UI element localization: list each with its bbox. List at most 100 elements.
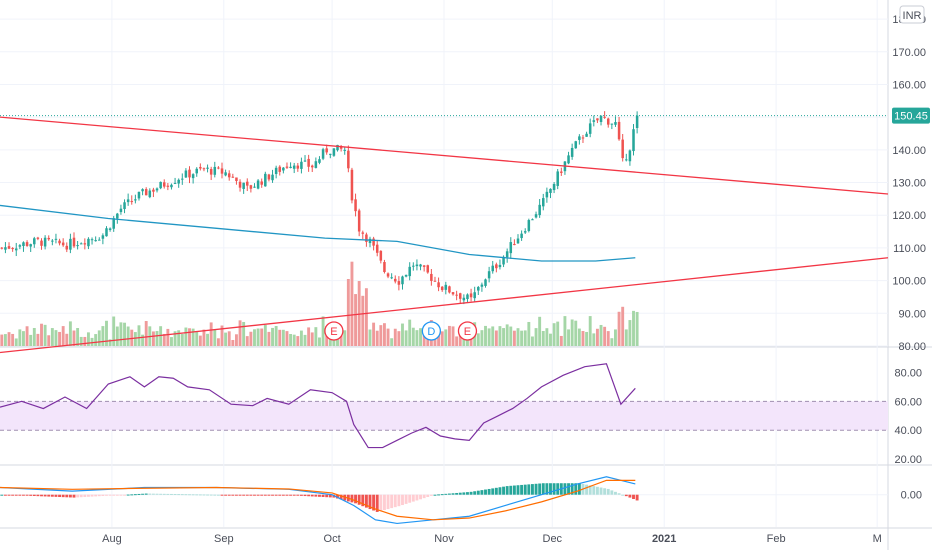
candle-body: [130, 201, 134, 203]
volume-bar: [498, 326, 502, 346]
candle-body: [296, 165, 300, 169]
macd-histogram-bar: [603, 488, 607, 495]
macd-histogram-bar: [458, 492, 462, 495]
macd-histogram-bar: [411, 494, 415, 502]
macd-histogram-bar: [509, 485, 513, 495]
volume-bar: [227, 331, 231, 346]
volume-bar: [545, 328, 549, 346]
volume-bar: [32, 327, 36, 346]
macd-histogram-bar: [173, 494, 177, 496]
candle-body: [321, 149, 325, 159]
candle-body: [144, 189, 148, 196]
macd-histogram-bar: [47, 494, 51, 497]
candle-body: [495, 264, 498, 269]
volume-bar: [480, 330, 484, 346]
time-tick-label: Nov: [434, 533, 454, 545]
macd-histogram-bar: [271, 494, 274, 496]
volume-bars: [0, 261, 639, 346]
candle-body: [556, 171, 559, 186]
macd-histogram-bar: [530, 484, 534, 495]
event-marker-label: D: [427, 326, 435, 338]
candle-body: [610, 123, 614, 125]
candle-body: [51, 240, 54, 242]
macd-histogram-bar: [624, 494, 628, 497]
macd-histogram-bar: [148, 493, 152, 495]
macd-histogram-bar: [0, 494, 4, 496]
candle-body: [22, 242, 25, 247]
volume-bar: [144, 321, 148, 346]
candle-body: [256, 180, 260, 189]
candle-body: [614, 122, 617, 125]
candle-body: [65, 245, 69, 250]
candle-body: [260, 181, 263, 185]
price-tick-label: 120.00: [892, 210, 926, 222]
volume-bar: [0, 334, 4, 346]
candle-body: [390, 277, 393, 279]
macd-histogram-bar: [538, 483, 542, 495]
volume-bar: [422, 333, 426, 346]
candle-body: [469, 293, 473, 298]
macd-histogram-bar: [357, 494, 361, 505]
candle-body: [433, 280, 437, 282]
volume-bar: [115, 326, 119, 346]
macd-histogram-bar: [191, 494, 195, 496]
macd-histogram-bar: [570, 483, 574, 495]
macd-histogram-bar: [25, 494, 29, 496]
macd-histogram-bar: [621, 494, 625, 496]
volume-bar: [530, 336, 534, 346]
volume-bar: [83, 336, 87, 346]
candle-body: [480, 284, 484, 287]
candle-body: [58, 240, 61, 244]
candle-body: [401, 276, 404, 285]
macd-histogram-bar: [195, 494, 199, 496]
macd-histogram-bar: [599, 487, 603, 495]
macd-histogram-bar: [3, 494, 7, 496]
volume-bar: [50, 328, 54, 346]
macd-histogram-bar: [592, 486, 596, 495]
macd-histogram-bar: [151, 493, 155, 495]
volume-bar: [173, 331, 177, 346]
candle-body: [137, 191, 141, 199]
macd-histogram-bar: [451, 493, 455, 495]
candle-body: [98, 239, 101, 241]
event-marker: [324, 321, 344, 341]
candle-body: [36, 237, 40, 239]
candle-body: [300, 161, 303, 169]
candle-body: [448, 286, 451, 293]
volume-bar: [274, 326, 278, 346]
volume-bar: [296, 336, 300, 346]
volume-bar: [86, 332, 90, 346]
volume-bar: [632, 310, 635, 346]
volume-bar: [343, 330, 347, 346]
candle-body: [166, 185, 170, 187]
volume-bar: [58, 331, 62, 346]
volume-bar: [502, 328, 506, 346]
candle-body: [527, 220, 531, 231]
volume-bar: [469, 335, 473, 346]
macd-histogram-bar: [379, 494, 383, 511]
macd-histogram-bar: [144, 493, 148, 495]
volume-bar: [368, 329, 372, 346]
volume-bar: [105, 320, 108, 346]
macd-histogram-bar: [238, 494, 242, 496]
macd-histogram-bar: [491, 488, 495, 495]
candle-body: [33, 238, 36, 245]
volume-bar: [350, 261, 354, 346]
macd-histogram-bar: [408, 494, 412, 503]
volume-bar: [556, 321, 560, 346]
macd-histogram-bar: [76, 494, 80, 498]
volume-bar: [137, 325, 141, 346]
currency-badge[interactable]: INR: [899, 5, 925, 24]
candle-body: [72, 237, 76, 247]
candle-body: [570, 147, 574, 157]
macd-histogram-bar: [328, 494, 332, 498]
candle-body: [361, 232, 365, 234]
candle-body: [606, 118, 610, 125]
macd-histogram-bar: [635, 494, 639, 501]
macd-histogram-bar: [419, 494, 422, 500]
macd-histogram-bar: [455, 492, 459, 495]
candle-body: [339, 146, 343, 149]
candle-body: [379, 250, 383, 261]
candle-body: [195, 168, 198, 174]
